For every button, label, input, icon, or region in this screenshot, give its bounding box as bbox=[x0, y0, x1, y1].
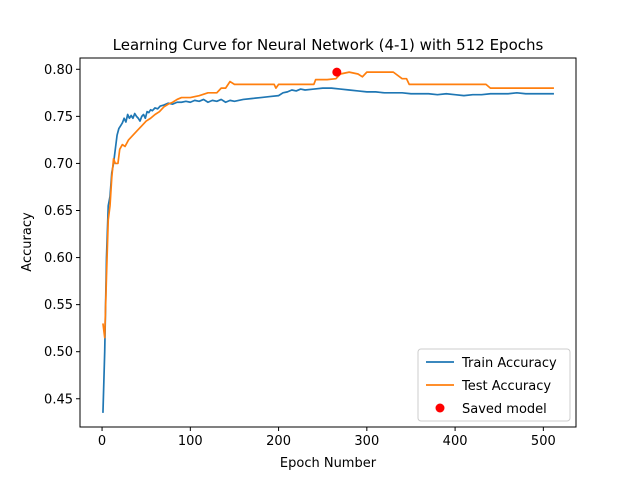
series-line-0 bbox=[102, 87, 554, 413]
y-axis-label: Accuracy bbox=[20, 212, 35, 272]
x-tick-label: 0 bbox=[98, 434, 106, 449]
y-tick-label: 0.65 bbox=[44, 204, 73, 219]
x-tick-label: 300 bbox=[354, 434, 379, 449]
y-axis: 0.45 0.50 0.55 0.60 0.65 0.70 0.75 0.80 bbox=[44, 63, 80, 407]
y-tick-label: 0.80 bbox=[44, 63, 73, 78]
x-tick-label: 400 bbox=[443, 434, 468, 449]
series-layer bbox=[102, 71, 554, 413]
x-tick-label: 200 bbox=[266, 434, 291, 449]
y-tick-label: 0.45 bbox=[44, 392, 73, 407]
legend: Train Accuracy Test Accuracy Saved model bbox=[417, 348, 571, 422]
y-tick-label: 0.60 bbox=[44, 251, 73, 266]
plot-frame bbox=[79, 57, 577, 428]
chart-title: Learning Curve for Neural Network (4-1) … bbox=[113, 36, 544, 54]
legend-label-saved-model: Saved model bbox=[462, 402, 547, 417]
y-tick-label: 0.75 bbox=[44, 110, 73, 125]
legend-label-train: Train Accuracy bbox=[461, 356, 557, 371]
saved-model-point bbox=[332, 67, 342, 77]
x-axis-label: Epoch Number bbox=[280, 456, 377, 471]
series-line-1 bbox=[102, 71, 554, 339]
x-tick-label: 100 bbox=[178, 434, 203, 449]
legend-box bbox=[417, 348, 571, 422]
y-tick-label: 0.70 bbox=[44, 157, 73, 172]
y-tick-label: 0.50 bbox=[44, 345, 73, 360]
legend-swatch-saved-model bbox=[435, 403, 445, 413]
marker-layer bbox=[332, 67, 342, 77]
x-tick-label: 500 bbox=[531, 434, 556, 449]
y-tick-label: 0.55 bbox=[44, 298, 73, 313]
x-axis: 0 100 200 300 400 500 bbox=[98, 427, 556, 449]
legend-label-test: Test Accuracy bbox=[461, 379, 551, 394]
